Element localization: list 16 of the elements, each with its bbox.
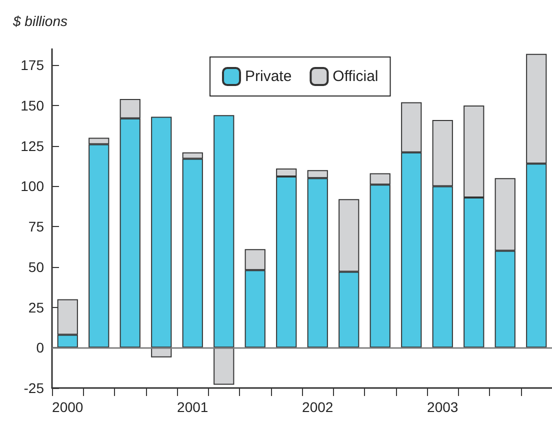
y-tick-label: 150 — [20, 98, 44, 114]
x-tick-label: 2003 — [427, 399, 458, 415]
y-tick-label: 50 — [28, 258, 44, 275]
y-tick-label: 125 — [20, 138, 44, 154]
legend-label: Official — [332, 68, 378, 85]
legend-label: Private — [245, 68, 292, 85]
y-tick-label: 75 — [28, 218, 44, 235]
x-tick-label: 2000 — [52, 399, 84, 415]
y-tick-label: -25 — [24, 380, 44, 396]
y-tick-label: 0 — [36, 340, 44, 356]
y-tick-label: 25 — [28, 299, 44, 316]
y-tick-label: 175 — [20, 57, 44, 74]
x-tick-label: 2001 — [177, 399, 208, 415]
x-tick-label: 2002 — [302, 399, 334, 415]
chart-title: $ billions — [12, 13, 68, 29]
y-tick-label: 100 — [20, 178, 44, 194]
